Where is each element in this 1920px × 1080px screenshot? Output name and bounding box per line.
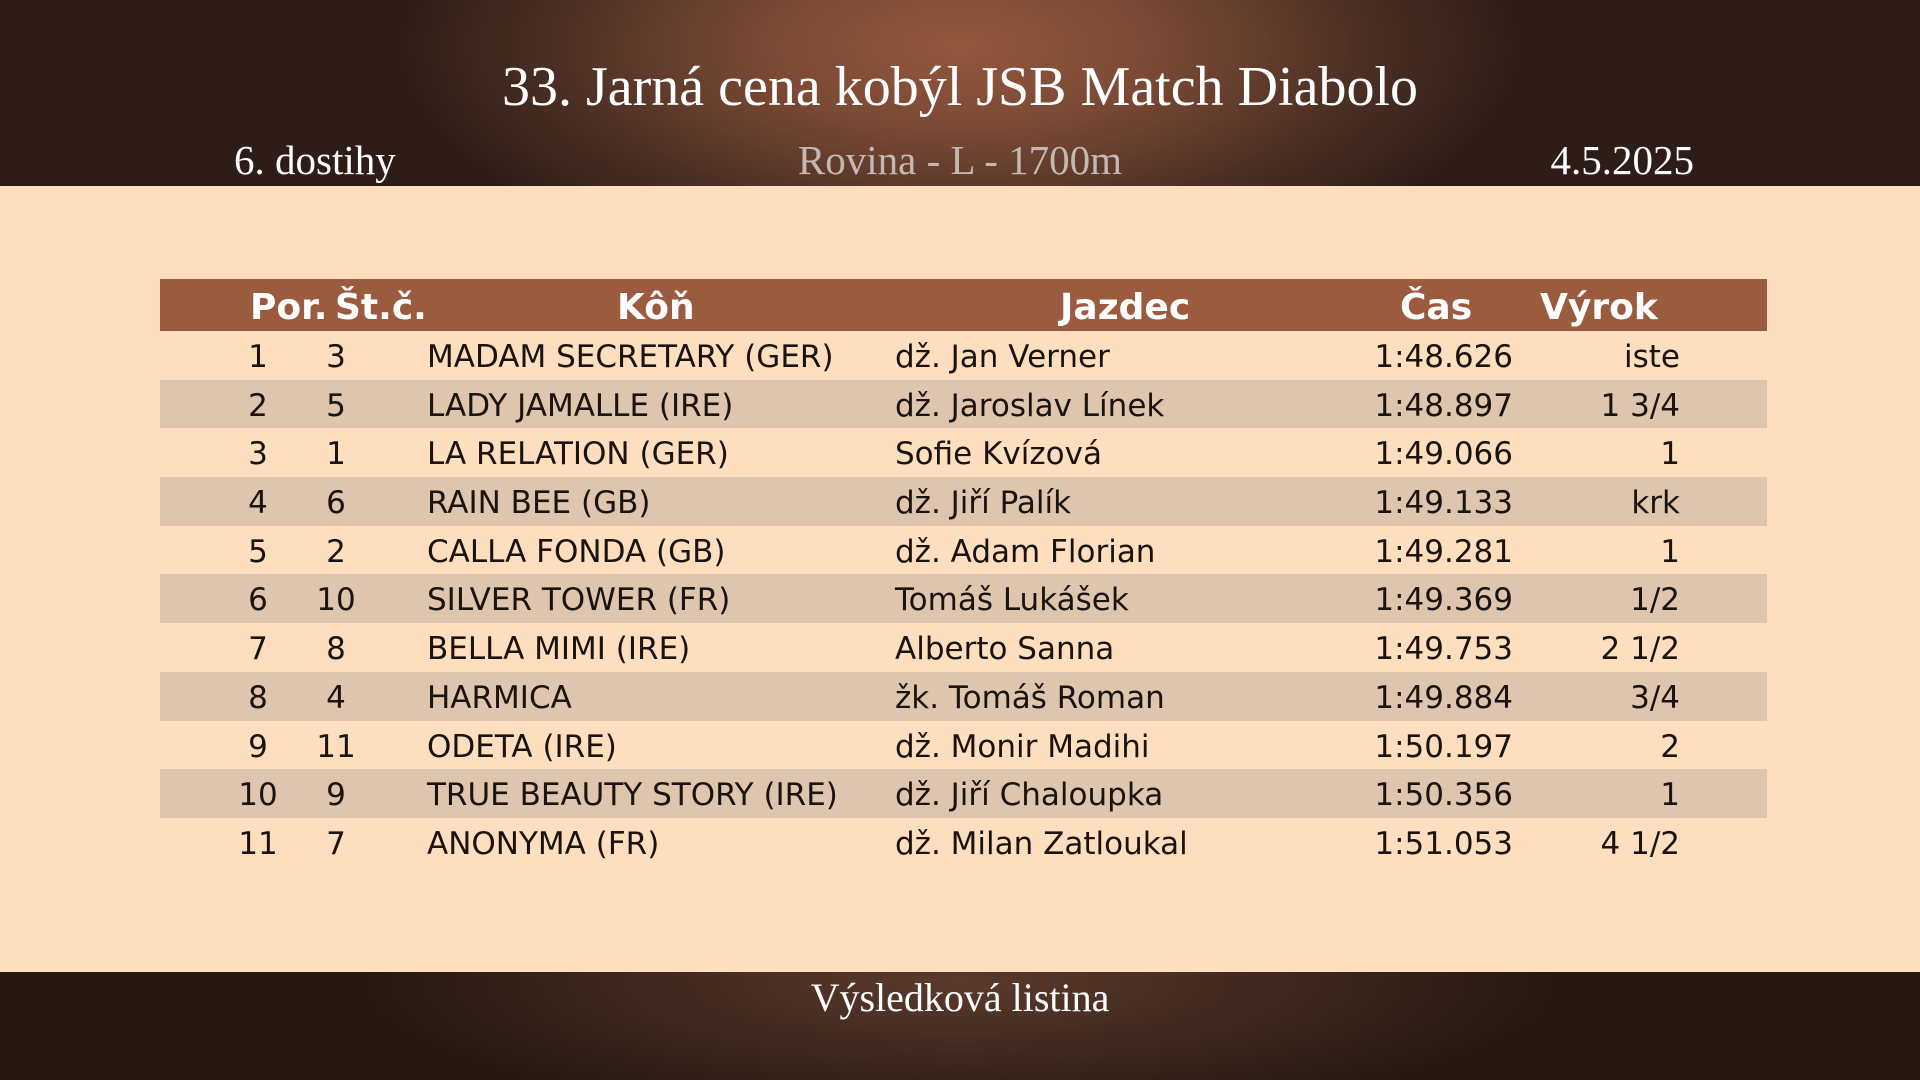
column-header-position: Por. [250,287,328,328]
cell-position: 4 [248,485,268,522]
race-date: 4.5.2025 [1550,137,1695,183]
track-info: Rovina - L - 1700m [797,137,1123,183]
cell-result: 2 1/2 [1600,631,1680,668]
cell-jockey: Tomáš Lukášek [895,582,1129,619]
table-header: Por. Št.č. Kôň Jazdec Čas Výrok [160,279,1767,331]
cell-start-number: 2 [326,533,346,570]
table-row: 3 1 LA RELATION (GER) Sofie Kvízová 1:49.066… [160,428,1767,477]
cell-horse: TRUE BEAUTY STORY (IRE) [427,777,838,814]
cell-jockey: dž. Adam Florian [895,533,1156,570]
cell-result: 2 [1660,728,1680,765]
race-title: 33. Jarná cena kobýl JSB Match Diabolo [501,56,1419,118]
cell-position: 1 [248,339,268,375]
race-number: 6. dostihy [234,137,396,183]
cell-horse: LADY JAMALLE (IRE) [427,387,734,424]
cell-start-number: 8 [326,631,346,668]
column-header-time: Čas [1400,287,1473,328]
cell-horse: ANONYMA (FR) [427,825,660,862]
cell-jockey: dž. Milan Zatloukal [895,825,1188,862]
table-row: 6 10 SILVER TOWER (FR) Tomáš Lukášek 1:49.36… [160,574,1767,624]
footer-caption: Výsledková listina [810,975,1110,1020]
cell-start-number: 4 [326,679,346,716]
cell-result: krk [1631,485,1680,522]
cell-start-number: 10 [316,582,356,619]
table-row: 8 4 HARMICA žk. Tomáš Roman 1:49.884 3/4 [160,671,1767,721]
cell-position: 3 [248,436,268,473]
column-header-start-number: Št.č. [335,287,427,328]
cell-time: 1:49.281 [1374,533,1513,570]
cell-horse: HARMICA [427,679,572,716]
table-row: 9 11 ODETA (IRE) dž. Monir Madihi 1:50.197 2 [160,721,1767,770]
footer-banner [0,972,1920,1080]
cell-result: 1/2 [1630,582,1680,619]
cell-start-number: 6 [326,485,346,522]
cell-result: 4 1/2 [1600,825,1680,862]
cell-time: 1:48.626 [1374,339,1513,375]
cell-position: 10 [238,777,278,814]
cell-result: 3/4 [1630,679,1680,716]
table-row: 11 7 ANONYMA (FR) dž. Milan Zatloukal 1:51.0… [160,818,1767,867]
cell-result: 1 3/4 [1600,387,1680,424]
cell-jockey: dž. Jaroslav Línek [895,387,1165,424]
cell-position: 6 [248,582,268,619]
cell-start-number: 11 [316,728,356,765]
table-row: 2 5 LADY JAMALLE (IRE) dž. Jaroslav Línek 1:… [160,379,1767,429]
column-header-jockey: Jazdec [1060,287,1191,328]
cell-start-number: 1 [326,436,346,473]
cell-start-number: 5 [326,387,346,424]
cell-time: 1:48.897 [1374,387,1513,424]
cell-jockey: Sofie Kvízová [895,436,1102,473]
cell-horse: MADAM SECRETARY (GER) [427,339,834,375]
column-header-horse: Kôň [617,287,695,328]
cell-time: 1:49.884 [1374,679,1513,716]
cell-horse: ODETA (IRE) [427,728,617,765]
cell-time: 1:49.066 [1374,436,1513,473]
cell-jockey: žk. Tomáš Roman [895,679,1165,716]
cell-time: 1:50.356 [1374,777,1513,814]
cell-jockey: Alberto Sanna [895,631,1115,668]
cell-result: 1 [1660,436,1680,473]
cell-time: 1:49.133 [1374,485,1513,522]
cell-jockey: dž. Monir Madihi [895,728,1150,765]
cell-time: 1:49.753 [1374,631,1513,668]
table-row: 7 8 BELLA MIMI (IRE) Alberto Sanna 1:49.753 2… [160,623,1767,672]
cell-position: 11 [238,825,278,862]
cell-start-number: 7 [326,825,346,862]
cell-horse: BELLA MIMI (IRE) [427,631,691,668]
cell-horse: CALLA FONDA (GB) [427,533,726,570]
cell-position: 9 [248,728,268,765]
cell-jockey: dž. Jan Verner [895,339,1110,375]
cell-time: 1:49.369 [1374,582,1513,619]
cell-time: 1:51.053 [1374,825,1513,862]
cell-result: 1 [1660,533,1680,570]
cell-result: iste [1624,339,1680,375]
cell-position: 7 [248,631,268,668]
cell-horse: SILVER TOWER (FR) [427,582,731,619]
table-body: 1 3 MADAM SECRETARY (GER) dž. Jan Verner 1:4… [160,331,1767,867]
cell-start-number: 9 [326,777,346,814]
table-row: 4 6 RAIN BEE (GB) dž. Jiří Palík 1:49.133 krk [160,477,1767,526]
cell-time: 1:50.197 [1374,728,1513,765]
cell-position: 2 [248,387,268,424]
cell-jockey: dž. Jiří Chaloupka [895,777,1164,814]
cell-position: 8 [248,679,268,716]
cell-position: 5 [248,533,268,570]
cell-horse: LA RELATION (GER) [427,436,729,473]
cell-jockey: dž. Jiří Palík [895,485,1072,522]
column-header-result: Výrok [1540,287,1658,328]
results-table: Por. Št.č. Kôň Jazdec Čas Výrok 1 3 MADAM … [160,279,1767,867]
header-banner [0,0,1920,186]
cell-result: 1 [1660,777,1680,814]
cell-horse: RAIN BEE (GB) [427,485,651,522]
table-row: 5 2 CALLA FONDA (GB) dž. Adam Florian 1:49.2… [160,526,1767,575]
table-row: 1 3 MADAM SECRETARY (GER) dž. Jan Verner 1:4… [160,331,1767,380]
cell-start-number: 3 [326,339,346,375]
table-row: 10 9 TRUE BEAUTY STORY (IRE) dž. Jiří Chalo… [160,769,1767,818]
